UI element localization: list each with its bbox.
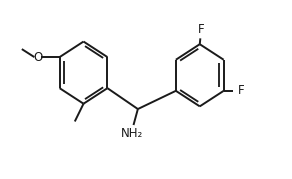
Text: F: F xyxy=(198,23,204,36)
Text: NH₂: NH₂ xyxy=(121,127,143,140)
Text: F: F xyxy=(238,84,244,97)
Text: O: O xyxy=(33,51,42,64)
